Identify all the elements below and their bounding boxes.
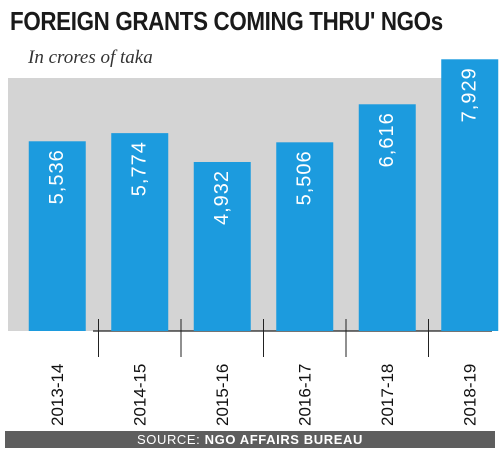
x-tick-label: 2013-14 (48, 364, 67, 426)
chart-subtitle: In crores of taka (28, 47, 153, 68)
x-tick-label: 2016-17 (295, 364, 314, 426)
bar (441, 59, 499, 331)
x-tick-label: 2017-18 (378, 364, 397, 426)
bar-value-label: 5,774 (129, 141, 151, 196)
source-bar: SOURCE: NGO AFFAIRS BUREAU (5, 431, 495, 448)
x-tick-label: 2015-16 (213, 364, 232, 426)
bar (28, 141, 86, 331)
bar-value-label: 4,932 (211, 170, 233, 225)
bar-chart: 5,536 2013-14 5,774 2014-15 4,932 2015-16 5,50… (8, 59, 499, 426)
bar-value-label: 5,536 (46, 149, 68, 204)
bar (193, 161, 251, 331)
source-label: SOURCE: (136, 432, 201, 447)
x-tick-label: 2018-19 (460, 364, 479, 426)
bar-value-label: 5,506 (294, 150, 316, 205)
bar-value-label: 7,929 (459, 67, 481, 122)
bar (358, 104, 416, 331)
bar (276, 142, 334, 331)
bar (111, 133, 169, 331)
bar-value-label: 6,616 (376, 112, 398, 167)
x-tick-label: 2014-15 (130, 364, 149, 426)
source-value: NGO AFFAIRS BUREAU (204, 432, 364, 447)
chart-title: FOREIGN GRANTS COMING THRU' NGOs (10, 6, 443, 36)
